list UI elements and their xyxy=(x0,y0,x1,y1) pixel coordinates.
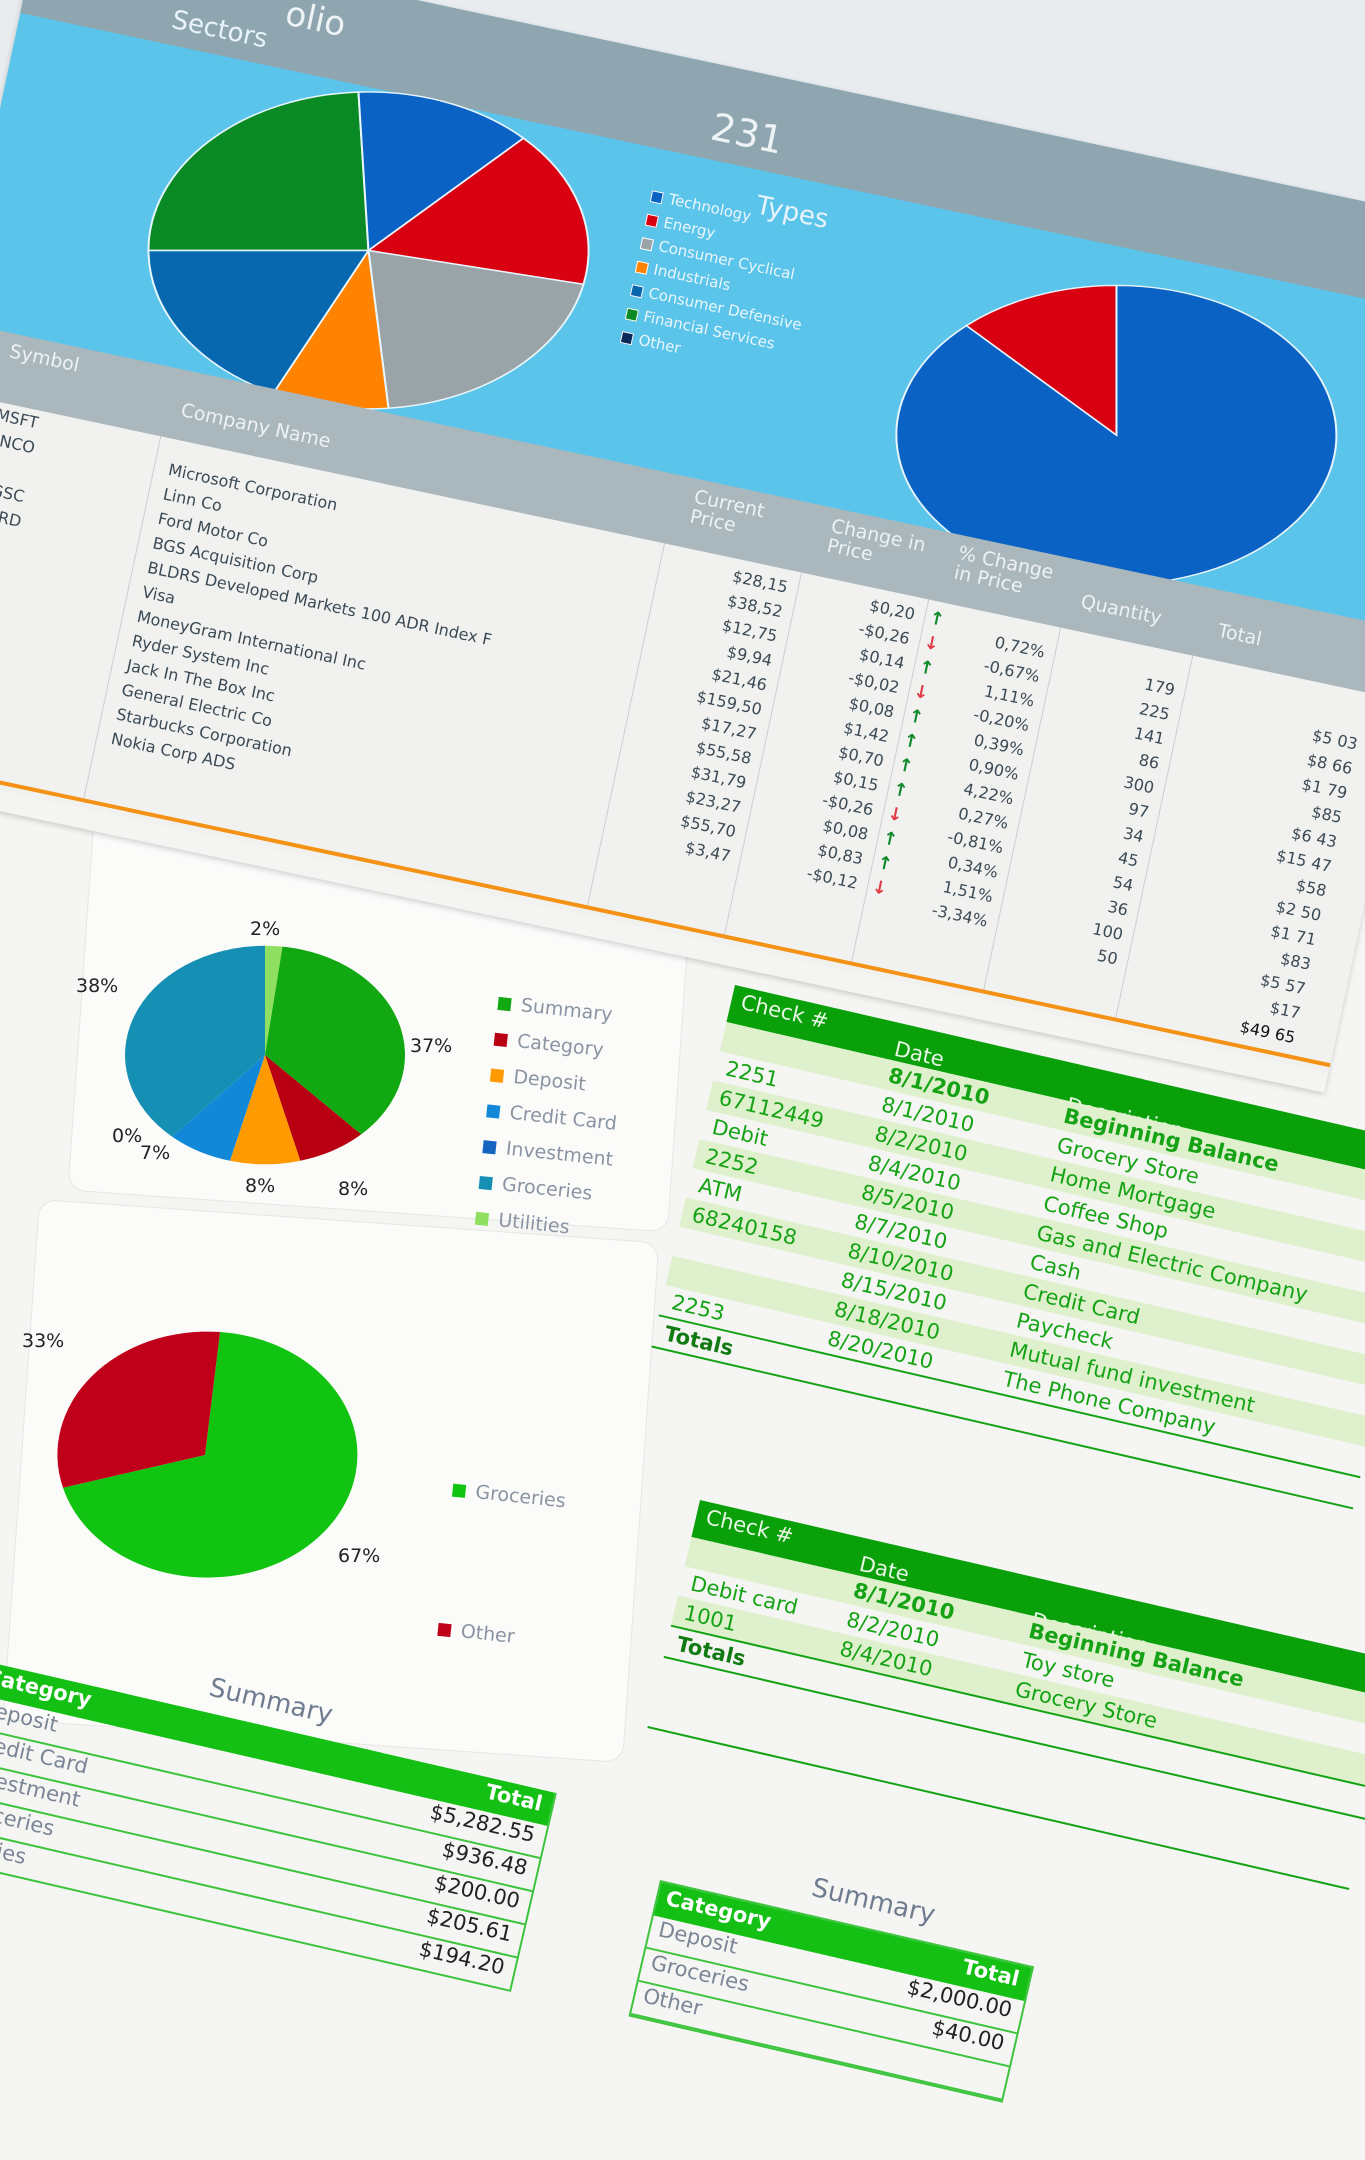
price-column: $28,15 $38,52 $12,75 $9,94 $21,46 $159,50 $17,… xyxy=(678,566,790,866)
label-deposit-pct: 8% xyxy=(245,1175,276,1197)
arrow-up-icon: ↑ xyxy=(906,705,926,729)
portfolio-sheet: olio Sectors 231 Types Technology Energy… xyxy=(0,0,1365,1093)
arrow-up-icon: ↑ xyxy=(880,827,900,852)
label-summary-pct: 37% xyxy=(410,1035,453,1057)
types-pie-chart xyxy=(895,284,1338,586)
arrow-up-icon: ↑ xyxy=(901,729,921,754)
company-column: Microsoft Corporation Linn Co Ford Motor C… xyxy=(109,459,494,774)
expenses-pie-chart xyxy=(125,945,405,1165)
pct-change-column: 0,72% -0,67% 1,11% -0,20% 0,39% 0,90% 4,22% 0,2… xyxy=(930,632,1047,931)
arrow-down-icon: ↓ xyxy=(885,803,905,827)
arrow-down-icon: ↓ xyxy=(870,876,890,901)
label-groceries-pct: 38% xyxy=(76,975,119,997)
arrow-up-icon: ↑ xyxy=(890,778,910,803)
label-other-pct: 33% xyxy=(22,1330,65,1352)
sectors-legend: Technology Energy Consumer Cyclical Indu… xyxy=(619,183,824,384)
arrow-up-icon: ↑ xyxy=(927,607,947,632)
arrow-up-icon: ↑ xyxy=(896,754,916,778)
sectors-pie-chart xyxy=(147,91,590,410)
total-column: $5 03 $8 66 $1 79 $85 $6 43 $15 47 $58 $2 50 $1 … xyxy=(1136,699,1360,1050)
arrow-up-icon: ↑ xyxy=(916,656,936,680)
groceries-pie-chart xyxy=(57,1331,358,1578)
label-category-pct: 8% xyxy=(338,1178,369,1200)
label-credit-pct: 7% xyxy=(140,1142,171,1164)
label-investment-pct: 0% xyxy=(112,1125,143,1147)
arrow-down-icon: ↓ xyxy=(922,631,942,656)
legend-item-groceries: Groceries xyxy=(445,1420,573,1571)
label-groceries-share-pct: 67% xyxy=(338,1545,381,1567)
quantity-column: 179 225 141 86 300 97 34 45 54 36 100 50 xyxy=(1090,674,1177,969)
arrow-down-icon: ↓ xyxy=(911,680,931,705)
legend-item-other: Other xyxy=(431,1559,559,1710)
label-utilities-pct: 2% xyxy=(250,918,281,940)
expenses-legend: Summary Category Deposit Credit Card Inv… xyxy=(474,985,630,1249)
arrow-up-icon: ↑ xyxy=(875,851,895,876)
symbol-column: MSFTLNCOFBGSCADRDVMGIRJACKGESBUXNOKTOTAL xyxy=(0,404,40,532)
